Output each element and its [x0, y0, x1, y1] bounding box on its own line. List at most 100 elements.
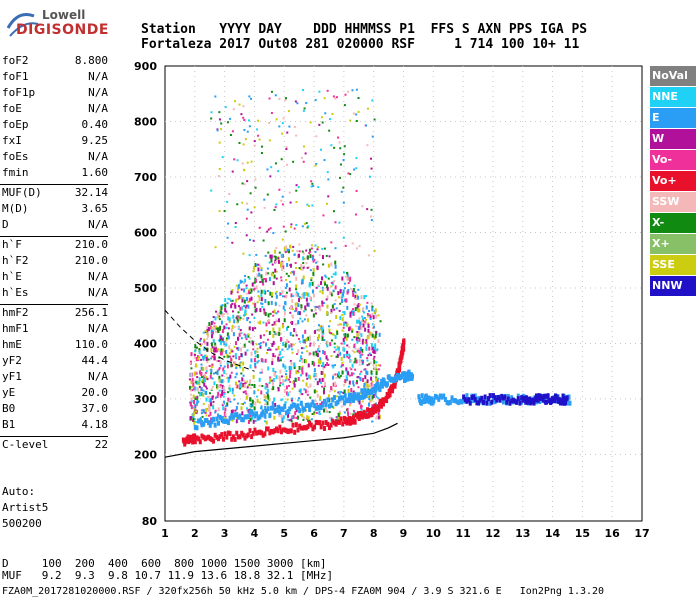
trace-point-0	[223, 431, 227, 437]
spread-echo-dot	[319, 360, 322, 365]
trace-point-1	[347, 397, 351, 403]
spread-echo-dot	[268, 261, 271, 264]
spread-echo-dot	[259, 346, 262, 349]
trace-point-2	[472, 398, 476, 404]
spread-echo-dot	[195, 371, 198, 374]
trace-point-1	[331, 397, 335, 403]
trace-point-1	[385, 381, 389, 387]
trace-point-0	[313, 424, 317, 430]
high-echo-dot	[241, 162, 244, 165]
spread-echo-dot	[304, 308, 307, 311]
trace-point-3	[520, 395, 524, 401]
spread-echo-dot	[346, 323, 349, 328]
high-echo-dot	[281, 203, 284, 206]
trace-point-3	[493, 395, 497, 401]
spread-echo-dot	[266, 348, 269, 351]
spread-echo-dot	[349, 326, 352, 331]
spread-echo-dot	[259, 264, 262, 267]
spread-echo-dot	[261, 358, 264, 363]
trace-point-0	[350, 416, 354, 422]
trace-point-0	[393, 383, 397, 389]
spread-echo-dot	[322, 288, 325, 291]
spread-echo-dot	[377, 415, 380, 420]
trace-point-2	[460, 399, 464, 405]
x-tick-label: 17	[634, 527, 649, 540]
trace-point-0	[243, 435, 247, 441]
spread-echo-dot	[248, 321, 251, 324]
spread-echo-dot	[357, 350, 360, 353]
high-echo-dot	[272, 232, 275, 235]
spread-echo-dot	[366, 371, 369, 376]
spread-echo-dot	[249, 415, 252, 418]
spread-echo-dot	[318, 350, 321, 353]
legend-item-sse: SSE	[650, 255, 696, 275]
spread-echo-dot	[269, 312, 272, 315]
spread-echo-dot	[301, 250, 304, 253]
spread-echo-dot	[272, 310, 275, 313]
high-echo-dot	[246, 208, 249, 211]
trace-point-1	[339, 395, 343, 401]
high-echo-dot	[369, 215, 372, 218]
spread-echo-dot	[360, 405, 363, 408]
spread-echo-dot	[203, 338, 206, 341]
trace-point-0	[402, 346, 406, 352]
spread-echo-dot	[200, 412, 203, 415]
spread-echo-dot	[278, 377, 281, 382]
spread-echo-dot	[341, 317, 344, 322]
x-tick-label: 5	[280, 527, 288, 540]
spread-echo-dot	[208, 404, 211, 409]
spread-echo-dot	[243, 274, 246, 277]
spread-echo-dot	[364, 381, 367, 386]
param-label: fmin	[2, 166, 29, 179]
spread-echo-dot	[295, 307, 298, 312]
high-echo-dot	[314, 250, 317, 253]
header-values: Fortaleza 2017 Out08 281 020000 RSF 1 71…	[141, 37, 580, 52]
spread-echo-dot	[249, 291, 252, 294]
spread-echo-dot	[357, 326, 360, 331]
param-row-foes: foEs N/A	[0, 150, 108, 166]
spread-echo-dot	[322, 263, 325, 266]
spread-echo-dot	[193, 399, 196, 404]
spread-echo-dot	[314, 329, 317, 334]
spread-echo-dot	[309, 383, 312, 388]
trace-point-0	[193, 433, 197, 439]
spread-echo-dot	[288, 419, 291, 422]
high-echo-dot	[355, 167, 358, 170]
high-echo-dot	[275, 118, 278, 121]
spread-echo-dot	[321, 255, 324, 260]
trace-point-1	[210, 419, 214, 425]
spread-echo-dot	[313, 368, 316, 373]
spread-echo-dot	[216, 396, 219, 399]
spread-echo-dot	[215, 348, 218, 353]
trace-point-0	[293, 429, 297, 435]
spread-echo-dot	[288, 287, 291, 292]
high-echo-dot	[275, 246, 278, 249]
y-tick-label: 700	[134, 171, 157, 184]
spread-echo-dot	[358, 363, 361, 366]
spread-echo-dot	[302, 275, 305, 280]
spread-echo-dot	[200, 409, 203, 412]
param-value: N/A	[88, 86, 108, 99]
spread-echo-dot	[211, 320, 214, 323]
spread-echo-dot	[307, 386, 310, 389]
spread-echo-dot	[202, 331, 205, 334]
spread-echo-dot	[346, 407, 349, 412]
high-echo-dot	[240, 113, 243, 116]
spread-echo-dot	[258, 343, 261, 346]
spread-echo-dot	[223, 369, 226, 374]
spread-echo-dot	[285, 294, 288, 299]
spread-echo-dot	[370, 332, 373, 337]
spread-echo-dot	[230, 348, 233, 353]
spread-echo-dot	[208, 395, 211, 398]
trace-point-1	[402, 371, 406, 377]
high-echo-dot	[246, 130, 249, 133]
spread-echo-dot	[202, 366, 205, 371]
trace-point-3	[543, 393, 547, 399]
spread-echo-dot	[345, 377, 348, 382]
spread-echo-dot	[301, 413, 304, 418]
spread-echo-dot	[262, 321, 265, 324]
spread-echo-dot	[305, 262, 308, 265]
trace-point-1	[347, 392, 351, 398]
high-echo-dot	[274, 162, 277, 165]
high-echo-dot	[224, 106, 227, 109]
